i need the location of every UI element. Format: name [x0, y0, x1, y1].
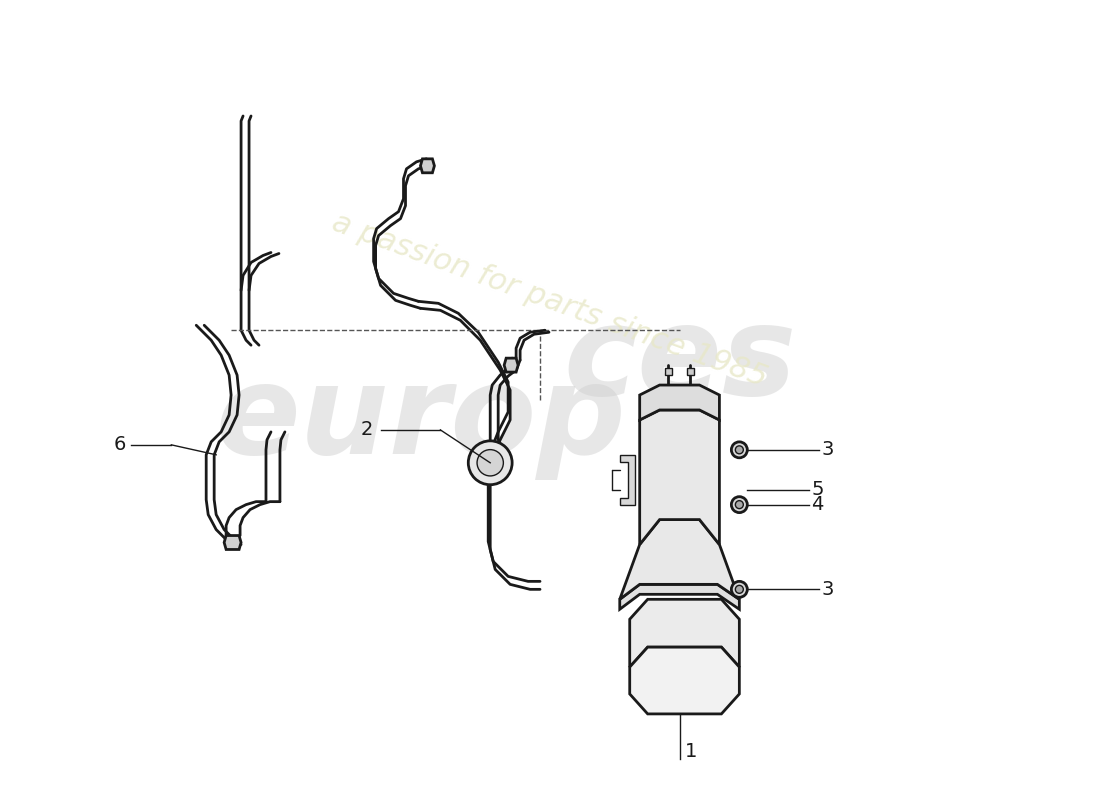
Polygon shape: [619, 455, 635, 505]
Text: ces: ces: [563, 300, 796, 421]
Polygon shape: [619, 519, 739, 599]
Circle shape: [732, 497, 747, 513]
Text: a passion for parts since 1985: a passion for parts since 1985: [329, 208, 771, 393]
Polygon shape: [640, 410, 719, 545]
Text: 3: 3: [821, 440, 834, 459]
Polygon shape: [504, 358, 518, 372]
Circle shape: [469, 441, 513, 485]
Circle shape: [732, 582, 747, 598]
Circle shape: [732, 442, 747, 458]
Text: 2: 2: [360, 420, 373, 439]
Text: 4: 4: [811, 495, 824, 514]
Polygon shape: [224, 535, 241, 550]
Text: europ: europ: [216, 359, 626, 481]
Text: 5: 5: [811, 480, 824, 499]
Polygon shape: [640, 385, 719, 420]
Polygon shape: [686, 368, 693, 375]
Text: 1: 1: [684, 742, 697, 761]
Text: 3: 3: [821, 580, 834, 599]
Polygon shape: [420, 159, 434, 173]
Polygon shape: [629, 599, 739, 667]
Text: 6: 6: [114, 435, 126, 454]
Polygon shape: [664, 368, 672, 375]
Polygon shape: [619, 584, 739, 610]
Polygon shape: [629, 647, 739, 714]
Circle shape: [477, 450, 504, 476]
Circle shape: [736, 586, 744, 594]
Circle shape: [736, 446, 744, 454]
Circle shape: [736, 501, 744, 509]
